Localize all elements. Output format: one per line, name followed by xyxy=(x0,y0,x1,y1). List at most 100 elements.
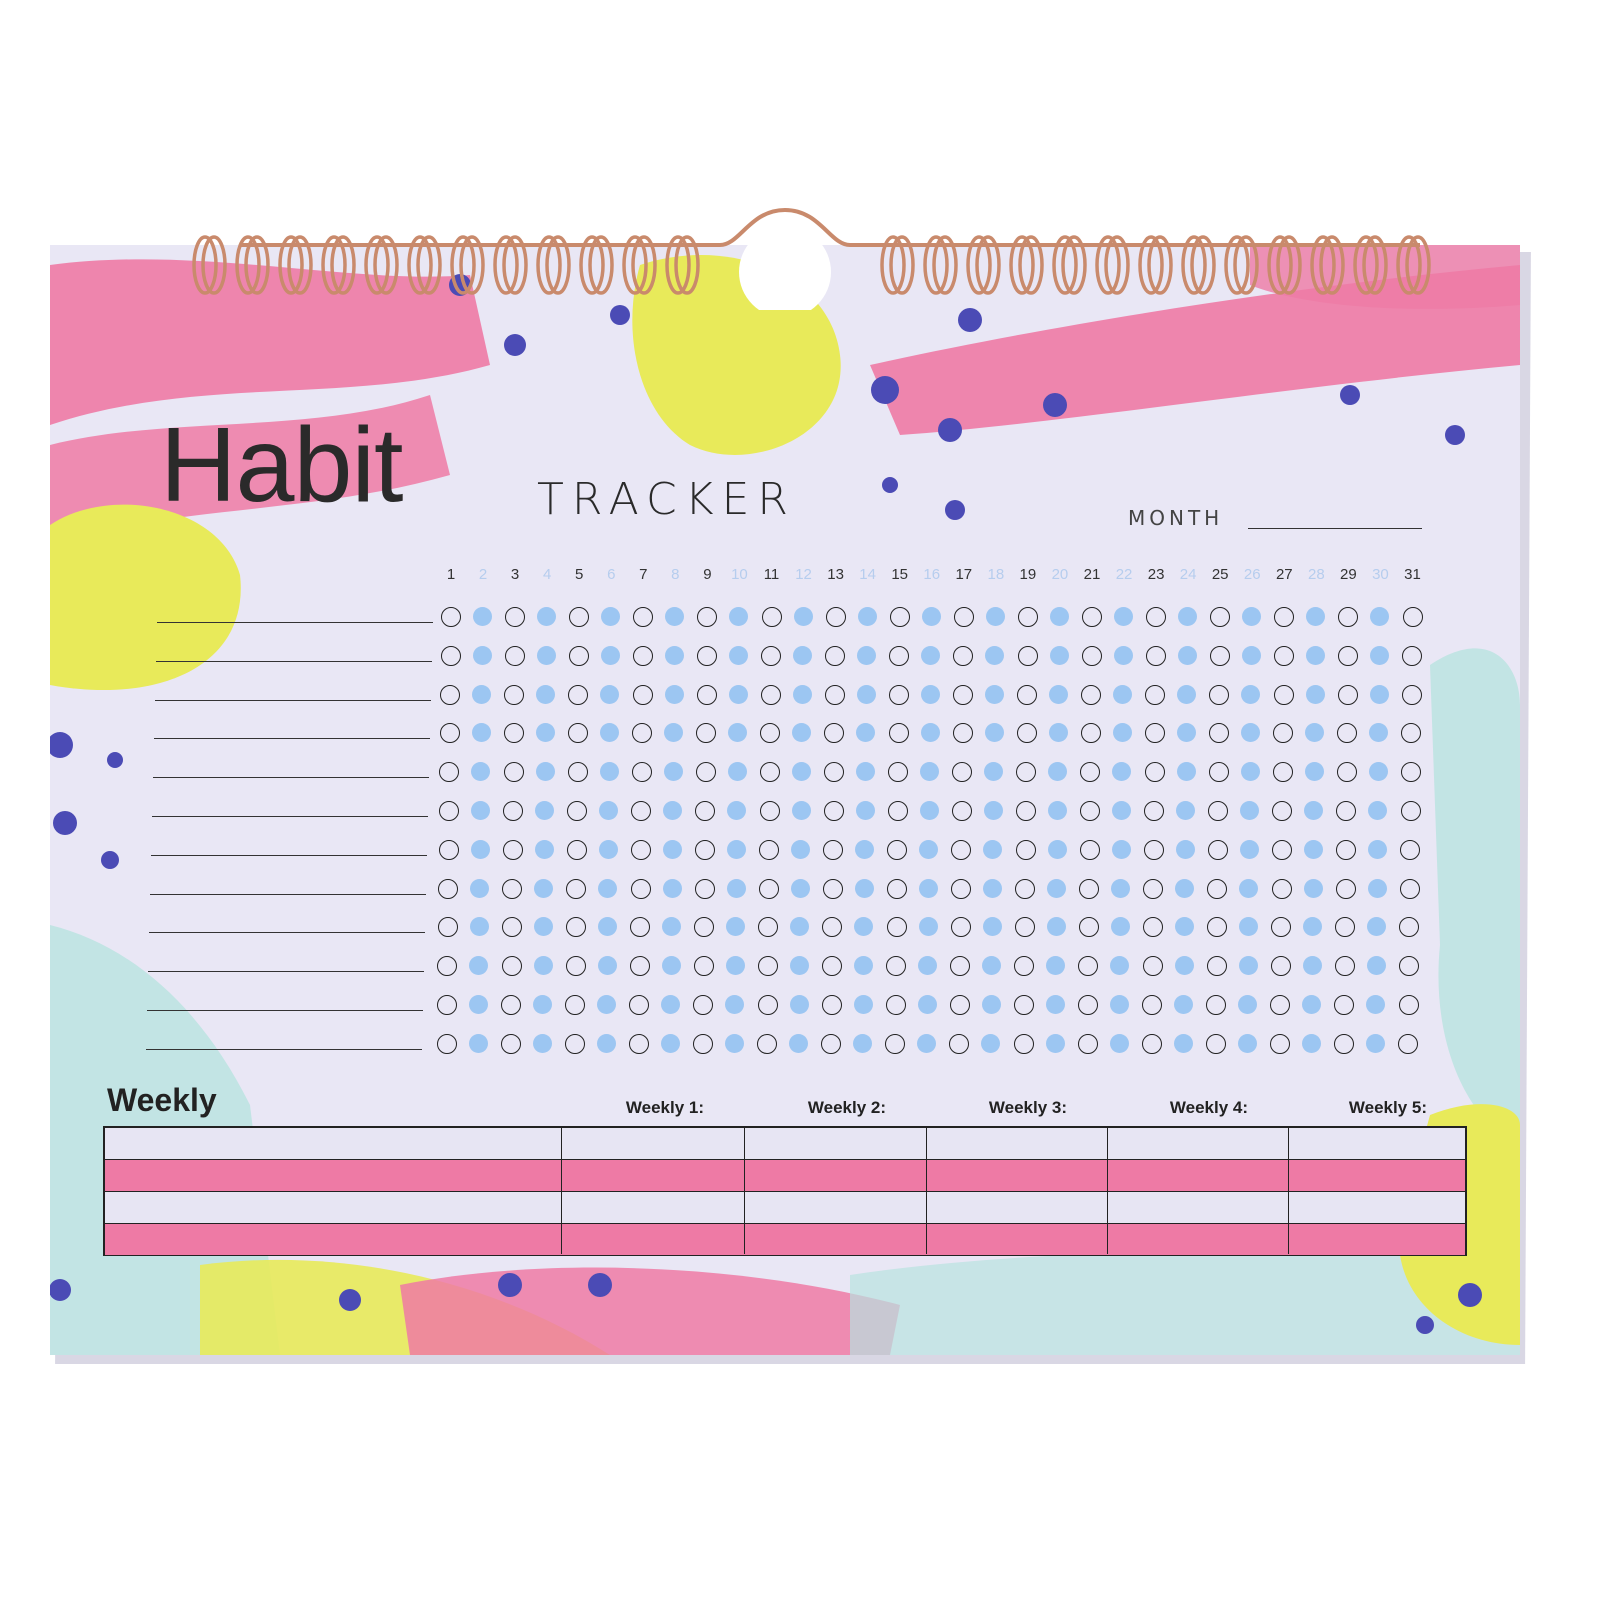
filled-day-dot[interactable] xyxy=(853,1033,873,1053)
filled-day-dot[interactable] xyxy=(727,762,747,782)
habit-checkbox-circle[interactable] xyxy=(565,995,586,1015)
habit-checkbox-circle[interactable] xyxy=(629,956,650,977)
filled-day-dot[interactable] xyxy=(793,645,813,665)
filled-day-dot[interactable] xyxy=(792,684,812,704)
habit-checkbox-circle[interactable] xyxy=(757,956,778,977)
filled-day-dot[interactable] xyxy=(1174,917,1194,937)
habit-checkbox-circle[interactable] xyxy=(631,801,652,821)
filled-day-dot[interactable] xyxy=(600,684,620,704)
habit-checkbox-circle[interactable] xyxy=(1141,1033,1162,1054)
habit-checkbox-circle[interactable] xyxy=(696,723,717,744)
filled-day-dot[interactable] xyxy=(855,801,875,820)
filled-day-dot[interactable] xyxy=(1366,995,1386,1014)
filled-day-dot[interactable] xyxy=(856,762,876,782)
habit-checkbox-circle[interactable] xyxy=(1207,839,1228,860)
habit-checkbox-circle[interactable] xyxy=(888,723,909,744)
filled-day-dot[interactable] xyxy=(917,1033,937,1053)
habit-checkbox-circle[interactable] xyxy=(695,762,716,783)
filled-day-dot[interactable] xyxy=(1178,607,1198,626)
habit-checkbox-circle[interactable] xyxy=(438,839,459,860)
habit-checkbox-circle[interactable] xyxy=(950,956,971,977)
habit-checkbox-circle[interactable] xyxy=(1270,995,1291,1015)
filled-day-dot[interactable] xyxy=(1112,762,1132,782)
habit-checkbox-circle[interactable] xyxy=(951,839,972,860)
habit-checkbox-circle[interactable] xyxy=(1273,723,1294,744)
filled-day-dot[interactable] xyxy=(1301,1033,1321,1053)
habit-name-line[interactable] xyxy=(153,777,429,779)
habit-checkbox-circle[interactable] xyxy=(440,684,461,705)
habit-checkbox-circle[interactable] xyxy=(695,839,715,860)
habit-checkbox-circle[interactable] xyxy=(440,645,461,666)
filled-day-dot[interactable] xyxy=(727,801,747,820)
habit-checkbox-circle[interactable] xyxy=(1335,917,1356,938)
habit-checkbox-circle[interactable] xyxy=(885,995,906,1015)
filled-day-dot[interactable] xyxy=(468,1033,488,1053)
habit-checkbox-circle[interactable] xyxy=(1015,801,1036,821)
habit-checkbox-circle[interactable] xyxy=(441,607,461,627)
habit-checkbox-circle[interactable] xyxy=(824,762,844,783)
habit-checkbox-circle[interactable] xyxy=(568,684,589,705)
filled-day-dot[interactable] xyxy=(599,762,619,782)
habit-checkbox-circle[interactable] xyxy=(693,1033,713,1054)
habit-checkbox-circle[interactable] xyxy=(502,839,523,860)
filled-day-dot[interactable] xyxy=(1241,684,1261,704)
habit-checkbox-circle[interactable] xyxy=(1398,956,1419,977)
filled-day-dot[interactable] xyxy=(1046,917,1066,937)
habit-checkbox-circle[interactable] xyxy=(694,878,715,899)
filled-day-dot[interactable] xyxy=(1370,645,1390,665)
filled-day-dot[interactable] xyxy=(1173,1033,1193,1053)
habit-checkbox-circle[interactable] xyxy=(1338,645,1358,666)
filled-day-dot[interactable] xyxy=(1045,1033,1065,1053)
filled-day-dot[interactable] xyxy=(1305,723,1325,743)
filled-day-dot[interactable] xyxy=(921,645,941,665)
habit-checkbox-circle[interactable] xyxy=(632,723,653,744)
habit-checkbox-circle[interactable] xyxy=(437,917,458,938)
habit-checkbox-circle[interactable] xyxy=(1334,956,1355,977)
habit-name-line[interactable] xyxy=(155,699,431,701)
filled-day-dot[interactable] xyxy=(1110,917,1130,937)
filled-day-dot[interactable] xyxy=(1367,917,1387,937)
habit-checkbox-circle[interactable] xyxy=(1080,762,1101,783)
filled-day-dot[interactable] xyxy=(1175,878,1195,898)
filled-day-dot[interactable] xyxy=(857,607,877,626)
filled-day-dot[interactable] xyxy=(728,684,748,704)
habit-checkbox-circle[interactable] xyxy=(1143,878,1164,899)
filled-day-dot[interactable] xyxy=(1110,995,1130,1014)
filled-day-dot[interactable] xyxy=(532,1033,552,1053)
habit-checkbox-circle[interactable] xyxy=(1401,684,1422,705)
filled-day-dot[interactable] xyxy=(1049,684,1069,704)
habit-checkbox-circle[interactable] xyxy=(566,878,587,899)
filled-day-dot[interactable] xyxy=(855,839,875,859)
filled-day-dot[interactable] xyxy=(1368,839,1388,859)
habit-checkbox-circle[interactable] xyxy=(1017,645,1038,666)
habit-checkbox-circle[interactable] xyxy=(1338,607,1359,627)
habit-checkbox-circle[interactable] xyxy=(1081,645,1102,666)
habit-checkbox-circle[interactable] xyxy=(889,645,910,666)
filled-day-dot[interactable] xyxy=(1366,1033,1386,1053)
habit-checkbox-circle[interactable] xyxy=(1398,995,1419,1015)
habit-checkbox-circle[interactable] xyxy=(504,684,525,705)
filled-day-dot[interactable] xyxy=(535,801,555,820)
filled-day-dot[interactable] xyxy=(791,762,811,782)
habit-checkbox-circle[interactable] xyxy=(630,917,651,938)
filled-day-dot[interactable] xyxy=(662,839,682,859)
filled-day-dot[interactable] xyxy=(533,995,553,1014)
habit-checkbox-circle[interactable] xyxy=(1077,1033,1098,1054)
habit-checkbox-circle[interactable] xyxy=(501,917,522,938)
filled-day-dot[interactable] xyxy=(984,762,1004,782)
filled-day-dot[interactable] xyxy=(1239,917,1259,937)
filled-day-dot[interactable] xyxy=(919,801,939,820)
habit-checkbox-circle[interactable] xyxy=(949,995,970,1015)
habit-checkbox-circle[interactable] xyxy=(1398,1033,1419,1054)
filled-day-dot[interactable] xyxy=(534,878,554,898)
habit-checkbox-circle[interactable] xyxy=(1209,684,1230,705)
habit-checkbox-circle[interactable] xyxy=(757,1033,778,1054)
habit-checkbox-circle[interactable] xyxy=(1080,723,1101,744)
filled-day-dot[interactable] xyxy=(1367,878,1387,898)
filled-day-dot[interactable] xyxy=(1114,607,1134,626)
filled-day-dot[interactable] xyxy=(662,878,682,898)
filled-day-dot[interactable] xyxy=(1047,878,1067,898)
habit-checkbox-circle[interactable] xyxy=(1334,1033,1354,1054)
filled-day-dot[interactable] xyxy=(856,723,876,743)
habit-name-line[interactable] xyxy=(147,1010,423,1011)
